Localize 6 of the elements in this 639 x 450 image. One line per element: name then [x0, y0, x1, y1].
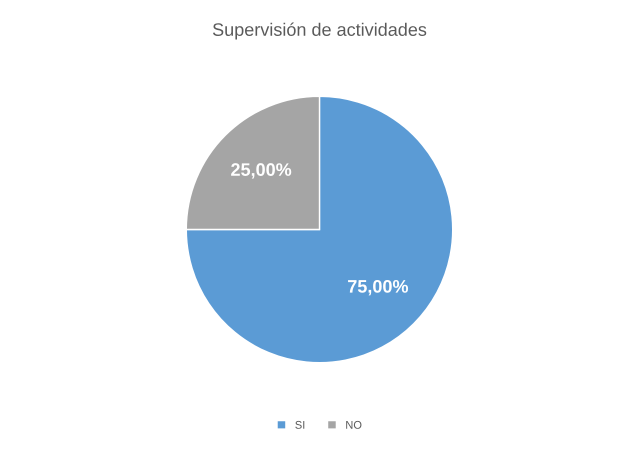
chart-title: Supervisión de actividades: [212, 22, 426, 40]
data-label: 25,00%: [231, 163, 292, 179]
legend-label: NO: [346, 420, 362, 429]
legend-label: SI: [295, 420, 304, 429]
data-label: 75,00%: [348, 280, 408, 296]
pie-slice: [186, 96, 454, 364]
